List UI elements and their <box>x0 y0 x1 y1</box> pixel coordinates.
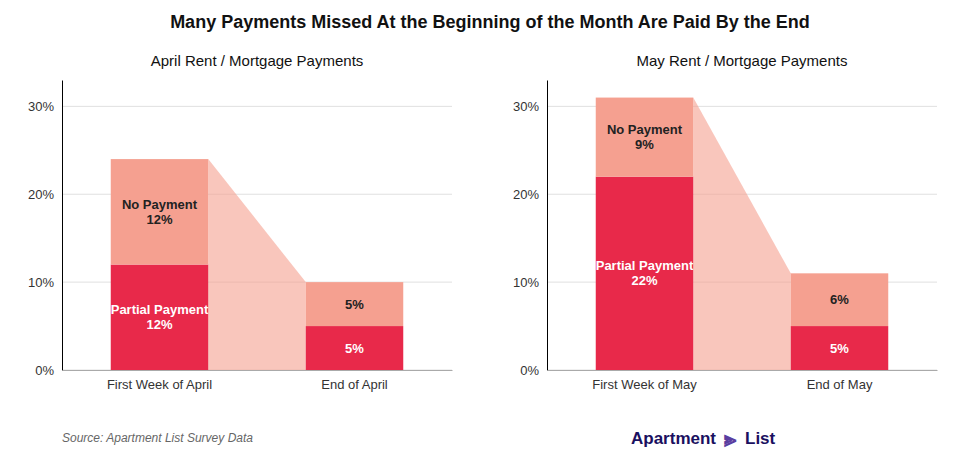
data-label: 5% <box>345 297 364 312</box>
x-tick-label: First Week of May <box>592 377 697 392</box>
bar <box>596 177 694 370</box>
x-tick: End of May <box>807 370 873 392</box>
logo-text: List <box>745 429 776 448</box>
connector <box>693 98 791 370</box>
data-label: 5% <box>830 341 849 356</box>
y-tick-label: 0% <box>35 363 54 378</box>
title: Many Payments Missed At the Beginning of… <box>170 12 810 32</box>
logo-icon: ⫸ <box>724 426 737 451</box>
y-tick: 0% <box>520 363 547 378</box>
series <box>596 177 889 370</box>
y-axis: 0% 10% 20% 30% <box>513 81 548 378</box>
x-axis-line <box>63 370 453 371</box>
y-axis-line <box>547 81 548 371</box>
y-tick: 30% <box>28 99 62 114</box>
y-tick-label: 20% <box>513 187 539 202</box>
data-labels: Partial Payment22% 5% No Payment9% 6% <box>596 122 850 355</box>
marks <box>111 159 404 370</box>
x-tick-label: First Week of April <box>107 377 212 392</box>
series <box>111 265 404 370</box>
data-label: Partial Payment12% <box>111 302 209 332</box>
data-label: 5% <box>345 341 364 356</box>
logo-text: Apartment <box>631 429 716 448</box>
data-label: No Payment9% <box>607 122 683 152</box>
bar <box>306 326 404 370</box>
x-axis: First Week of May End of May <box>548 370 938 392</box>
grid-line <box>62 106 452 107</box>
bar <box>111 159 209 264</box>
series <box>111 159 404 326</box>
y-tick: 0% <box>35 363 62 378</box>
panel: 0% 10% 20% 30% First Week of April End of Apr… <box>28 52 453 392</box>
data-label: Partial Payment22% <box>596 258 694 288</box>
x-tick: End of April <box>321 370 388 392</box>
data-label: No Payment12% <box>122 197 198 227</box>
bar <box>306 282 404 326</box>
y-tick-label: 0% <box>520 363 539 378</box>
connector <box>208 159 306 370</box>
y-tick: 30% <box>513 99 547 114</box>
y-tick-label: 20% <box>28 187 54 202</box>
x-tick: First Week of April <box>107 370 212 392</box>
x-tick: First Week of May <box>592 370 697 392</box>
x-tick-label: End of May <box>807 377 873 392</box>
x-axis: First Week of April End of April <box>63 370 453 392</box>
data-labels: Partial Payment12% 5% No Payment12% 5% <box>111 197 365 356</box>
x-tick-label: End of April <box>321 377 388 392</box>
y-tick: 20% <box>513 187 547 202</box>
y-axis: 0% 10% 20% 30% <box>28 81 63 378</box>
source: Source: Apartment List Survey Data <box>62 431 253 445</box>
y-axis-line <box>62 81 63 371</box>
y-tick: 10% <box>513 275 547 290</box>
y-tick: 20% <box>28 187 62 202</box>
series <box>596 98 889 326</box>
data-label: 6% <box>830 292 849 307</box>
subtitle: May Rent / Mortgage Payments <box>637 52 848 69</box>
y-tick-label: 10% <box>513 275 539 290</box>
y-tick-label: 30% <box>28 99 54 114</box>
marks <box>596 98 889 370</box>
bar <box>791 273 889 326</box>
x-axis-line <box>548 370 938 371</box>
bar <box>791 326 889 370</box>
y-tick-label: 10% <box>28 275 54 290</box>
bar <box>596 98 694 177</box>
bar <box>111 265 209 370</box>
panel: 0% 10% 20% 30% First Week of May End of May Pa… <box>513 52 938 392</box>
chart-root: Many Payments Missed At the Beginning of… <box>0 0 980 458</box>
subtitle: April Rent / Mortgage Payments <box>151 52 364 69</box>
y-tick: 10% <box>28 275 62 290</box>
grid <box>62 106 452 370</box>
y-tick-label: 30% <box>513 99 539 114</box>
